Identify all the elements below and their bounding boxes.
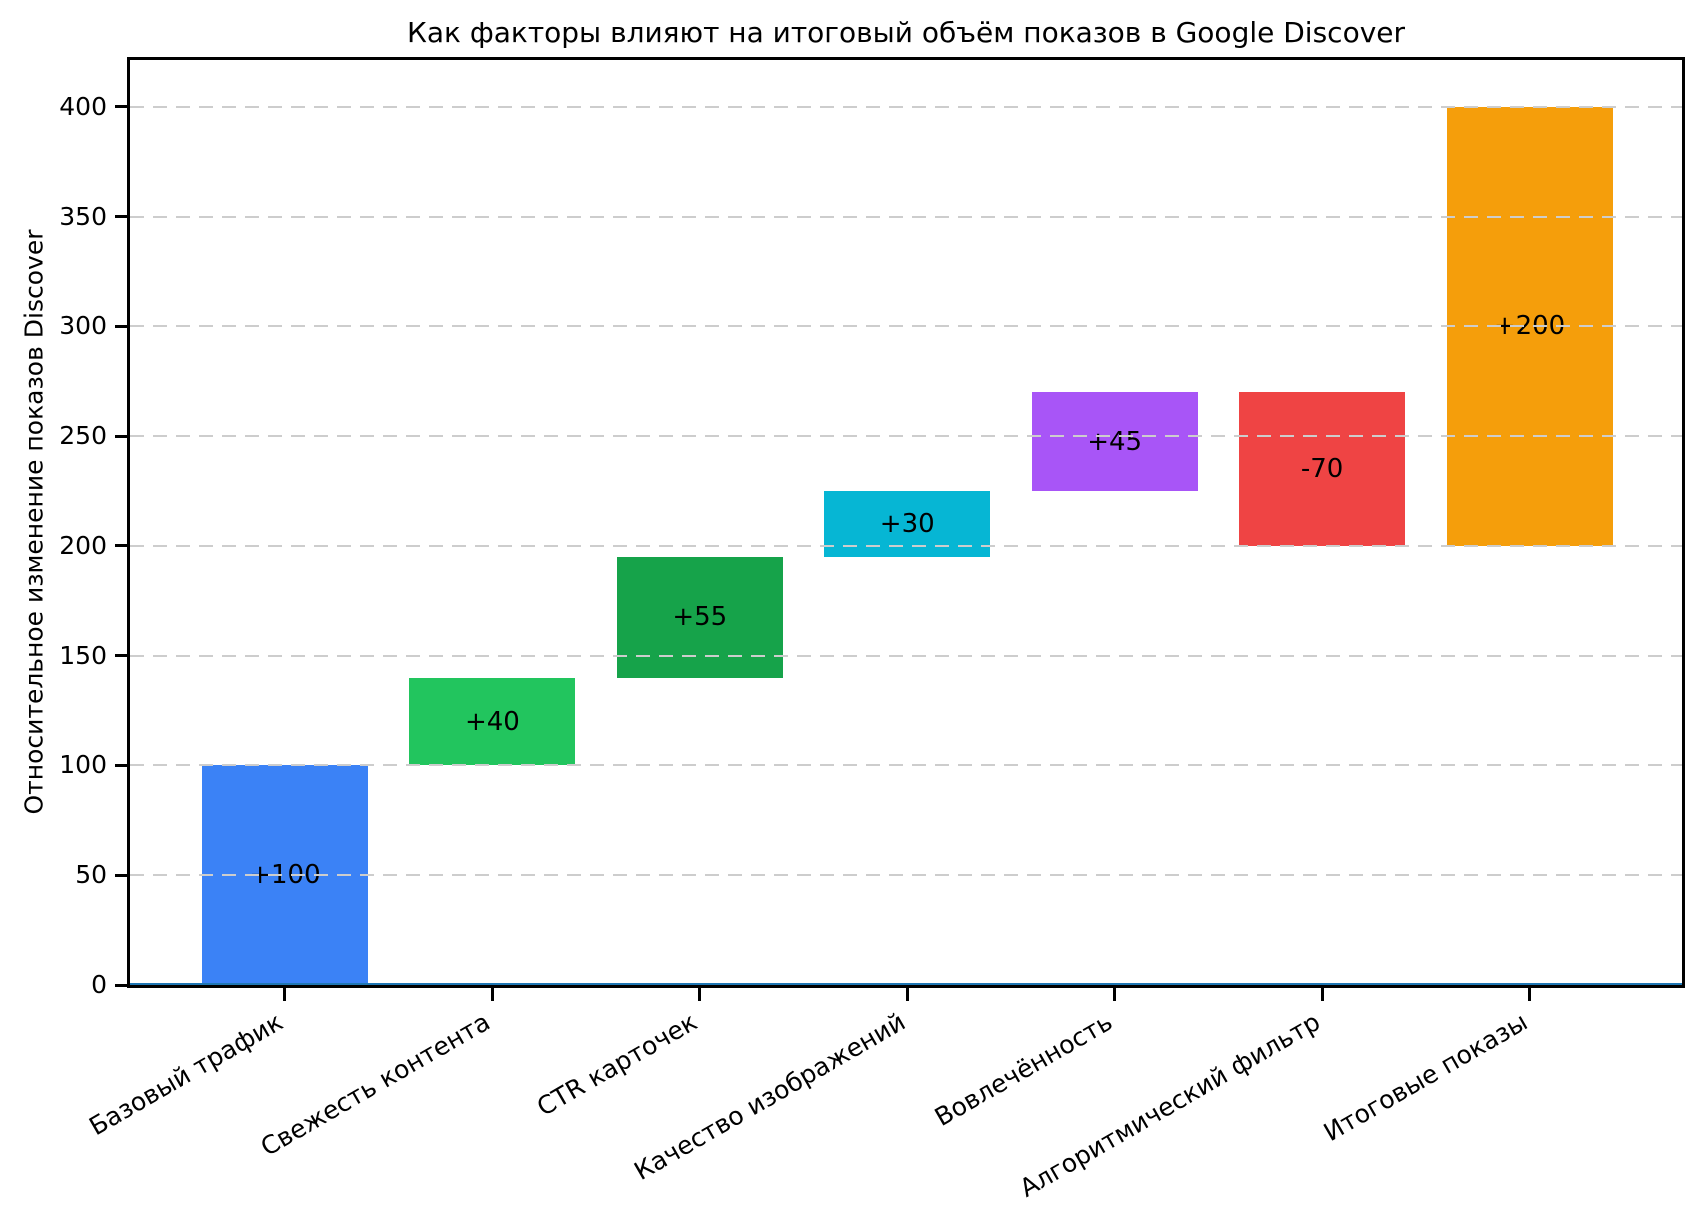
y-axis-tick <box>115 105 127 109</box>
x-tick-label: Итоговые показы <box>1318 1007 1533 1148</box>
y-axis-tick <box>115 654 127 658</box>
gridline <box>130 764 1682 767</box>
x-axis-tick <box>283 988 287 1001</box>
y-tick-label: 150 <box>59 640 107 670</box>
bar: -70 <box>1239 392 1406 546</box>
zero-baseline <box>130 983 1682 985</box>
y-axis-tick <box>115 324 127 328</box>
y-axis-tick <box>115 215 127 219</box>
chart-title: Как факторы влияют на итоговый объём пок… <box>406 16 1406 49</box>
bar-value-label: +30 <box>879 509 935 540</box>
x-axis-tick <box>698 988 702 1001</box>
y-tick-label: 300 <box>59 311 107 341</box>
x-tick-label: Свежесть контента <box>255 1007 495 1162</box>
gridline <box>130 325 1682 328</box>
x-axis-tick <box>490 988 494 1001</box>
x-tick-label: Вовлечённость <box>929 1007 1118 1132</box>
gridline <box>130 435 1682 438</box>
gridline <box>130 215 1682 218</box>
gridline <box>130 874 1682 877</box>
x-axis-tick <box>1113 988 1117 1001</box>
gridline <box>130 654 1682 657</box>
y-axis-tick <box>115 544 127 548</box>
y-axis-tick <box>115 763 127 767</box>
x-tick-label: Базовый трафик <box>83 1007 288 1142</box>
bar: +30 <box>824 491 991 557</box>
y-tick-label: 100 <box>59 750 107 780</box>
y-tick-label: 0 <box>91 970 107 999</box>
y-axis-tick <box>115 873 127 877</box>
y-tick-label: 250 <box>59 421 107 451</box>
y-tick-label: 400 <box>59 91 107 121</box>
gridline <box>130 544 1682 547</box>
x-axis-tick <box>1320 988 1324 1001</box>
bar-value-label: +45 <box>1087 426 1143 457</box>
bar: +40 <box>409 677 576 766</box>
bar-value-label: +55 <box>672 602 728 633</box>
y-tick-label: 50 <box>75 860 107 890</box>
y-axis-tick <box>115 983 127 987</box>
bar: +55 <box>616 556 783 678</box>
x-tick-label: CTR карточек <box>532 1007 703 1122</box>
y-tick-label: 350 <box>59 201 107 231</box>
x-axis-tick <box>1528 988 1532 1001</box>
bar-value-label: +40 <box>464 706 520 737</box>
y-tick-label: 200 <box>59 530 107 560</box>
bar: +45 <box>1031 392 1198 492</box>
y-axis-tick <box>115 434 127 438</box>
x-axis-tick <box>905 988 909 1001</box>
gridline <box>130 105 1682 108</box>
plot-area: +100 +40 +55 +30 +45 -70 +200 <box>127 57 1685 988</box>
bar-value-label: -70 <box>1300 454 1344 485</box>
